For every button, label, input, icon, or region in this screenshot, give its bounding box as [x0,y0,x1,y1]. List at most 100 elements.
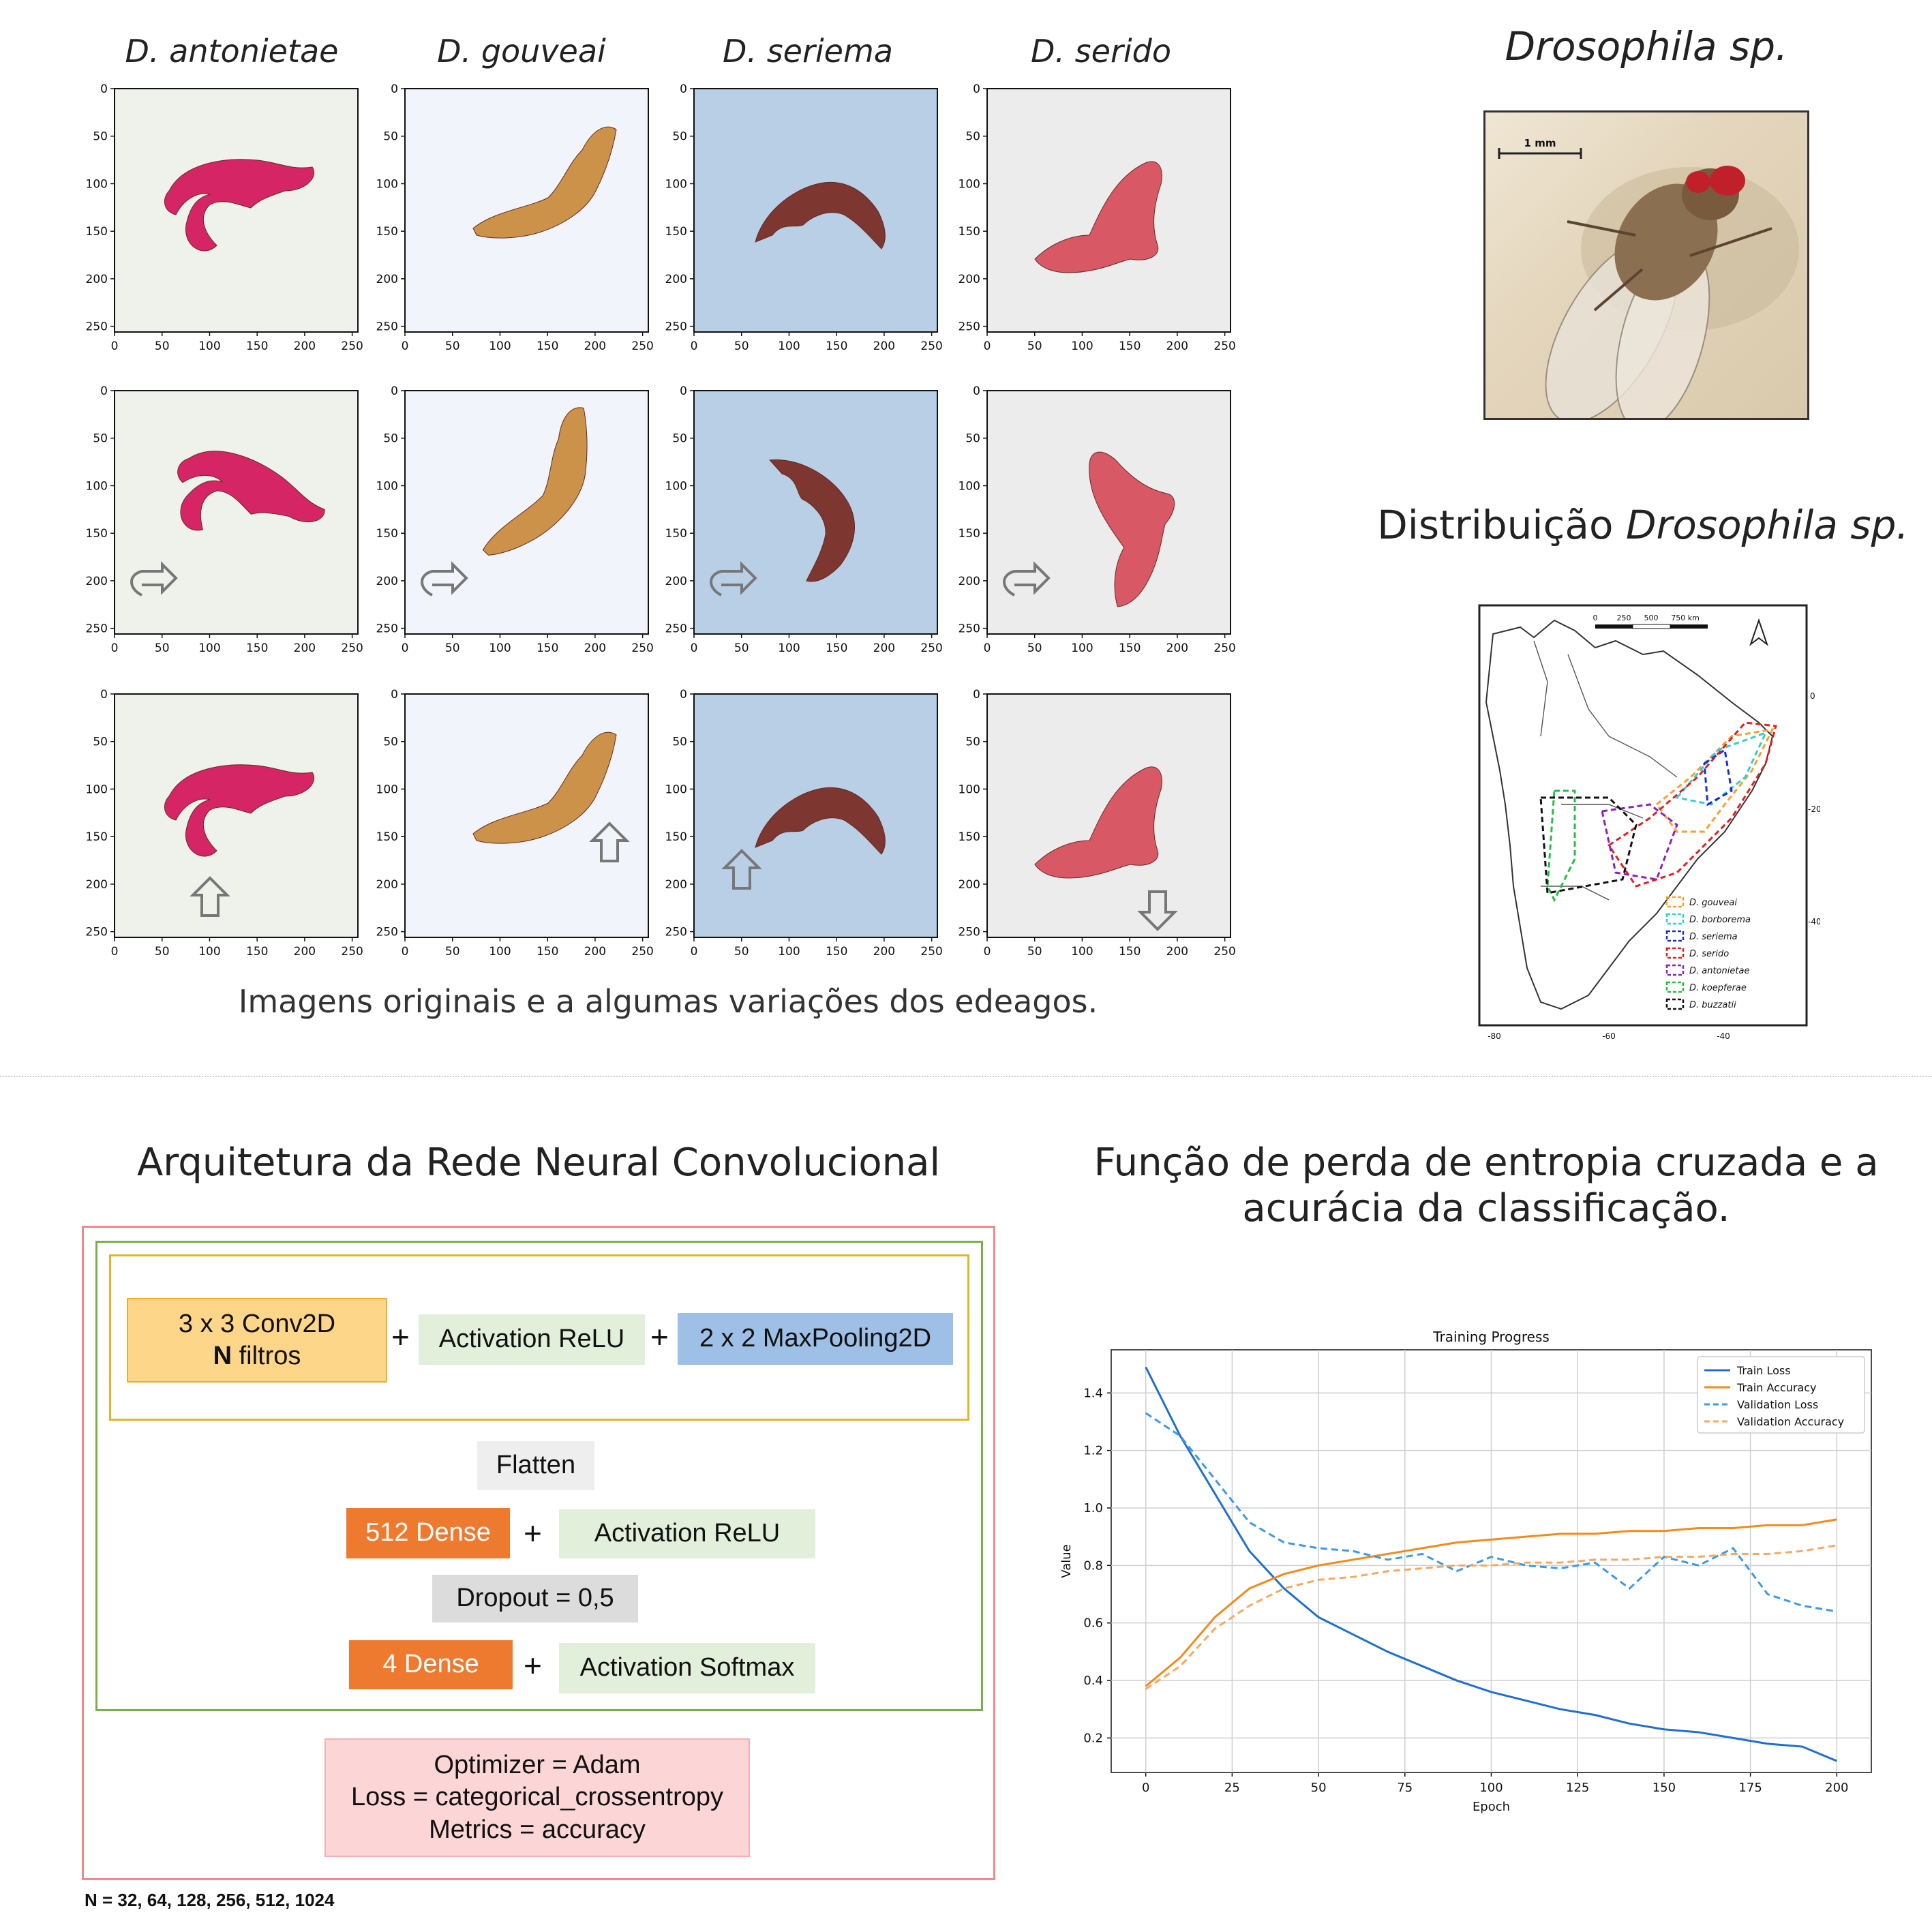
y-tick-label: 0.2 [1083,1731,1103,1745]
panel-xtick: 250 [631,642,653,655]
legend-entry: Validation Accuracy [1737,1415,1844,1428]
distribution-title: Distribuição Drosophila sp. [1357,502,1929,549]
rotate-arrow-icon [710,561,757,597]
panel-xtick: 150 [826,339,847,353]
panel-xtick: 0 [691,642,698,655]
panel-ytick: 200 [376,575,398,588]
map-xtick-80: -80 [1488,1031,1501,1041]
panel-xtick: 150 [537,339,558,353]
panel-xtick: 0 [402,945,409,959]
species-title-gouveai: D. gouveai [437,33,606,70]
panel-xtick: 150 [1119,945,1141,959]
map-scale-0: 0 [1593,614,1598,622]
panel-ytick: 0 [100,688,108,701]
panel-xtick: 100 [1071,339,1093,353]
arrow-up-icon [721,849,762,890]
y-tick-label: 1.2 [1083,1444,1103,1458]
training-chart: Training Progress 0 25 50 75 100 125 150 175 200 0… [1043,1323,1909,1827]
panel-xtick: 0 [402,642,409,655]
panel-ytick: 0 [680,688,687,701]
panel-xtick: 200 [873,339,895,353]
panel-ytick: 250 [665,320,687,334]
dense512-box: 512 Dense [346,1508,510,1558]
panel-ytick: 100 [376,177,398,191]
rotate-arrow-icon [130,561,178,597]
panel-xtick: 150 [246,339,268,353]
metrics-label: Metrics = accuracy [429,1815,646,1844]
panel-ytick: 0 [391,384,398,398]
panel-xtick: 250 [341,945,363,959]
panel-ytick: 0 [391,82,398,96]
panel-ytick: 0 [680,384,687,398]
x-tick-label: 75 [1397,1781,1413,1795]
legend-label: D. gouveai [1689,898,1737,908]
loss-section-title: Função de perda de entropia cruzada e a … [1043,1140,1929,1231]
panel-ytick: 250 [665,926,687,939]
relu-box-2: Activation ReLU [559,1509,815,1558]
panel-ytick: 150 [665,527,687,541]
panel-ytick: 250 [959,926,980,939]
panel-xtick: 100 [489,642,511,655]
chart-title: Training Progress [1432,1329,1550,1345]
panel-xtick: 200 [873,945,895,959]
panel-xtick: 150 [537,945,558,959]
panel-ytick: 150 [376,830,398,844]
panel-xtick: 250 [920,339,942,353]
panel-ytick: 250 [86,320,108,334]
map-scale-250: 250 [1617,614,1631,622]
panel-xtick: 50 [734,642,749,655]
panel-ytick: 50 [672,432,687,446]
panel-ytick: 100 [665,177,687,191]
panel-xtick: 100 [198,945,220,959]
panel-ytick: 200 [959,878,980,892]
panel-ytick: 250 [376,320,398,334]
fly-photo: 1 mm [1483,110,1809,420]
plus-1: + [391,1319,410,1355]
panel-xtick: 0 [984,945,991,959]
panel-ytick: 200 [86,273,108,286]
panel-ytick: 0 [973,82,980,96]
panel-xtick: 50 [1027,945,1042,959]
panel-xtick: 250 [1213,339,1235,353]
distribution-title-italic: Drosophila sp. [1625,502,1909,548]
panel-xtick: 0 [691,339,698,353]
x-tick-label: 200 [1825,1781,1848,1795]
map-scale-750: 750 km [1671,614,1700,622]
panel-ytick: 100 [959,479,980,493]
panel-xtick: 100 [778,339,800,353]
panel-ytick: 50 [93,432,108,446]
panel-ytick: 50 [965,130,980,144]
panel-xtick: 0 [984,642,991,655]
plus-4: + [524,1648,542,1683]
series-line [1145,1544,1837,1690]
panel-ytick: 100 [376,479,398,493]
panel-ytick: 100 [86,783,108,796]
panel-xtick: 100 [778,642,800,655]
x-tick-label: 50 [1311,1781,1327,1795]
panel-ytick: 100 [959,783,980,796]
panel-xtick: 0 [691,945,698,959]
map-ytick-40: -40 [1808,917,1820,926]
panel-ytick: 250 [376,926,398,939]
panel-xtick: 200 [1166,642,1188,655]
y-axis-label: Value [1059,1544,1074,1578]
panel-ytick: 50 [383,130,398,144]
loss-section-title-line2: acurácia da classificação. [1242,1186,1730,1231]
panel-xtick: 200 [294,642,316,655]
n-values-note: N = 32, 64, 128, 256, 512, 1024 [85,1890,335,1910]
panel-xtick: 100 [1071,945,1093,959]
panel-xtick: 250 [631,945,653,959]
map-xtick-60: -60 [1602,1031,1616,1041]
panel-ytick: 200 [959,575,980,588]
plus-2: + [650,1319,669,1355]
panel-xtick: 150 [826,642,847,655]
series-line [1145,1412,1837,1613]
panel-xtick: 150 [1119,642,1141,655]
legend-label: D. serido [1689,949,1729,959]
panel-xtick: 50 [1027,339,1042,353]
